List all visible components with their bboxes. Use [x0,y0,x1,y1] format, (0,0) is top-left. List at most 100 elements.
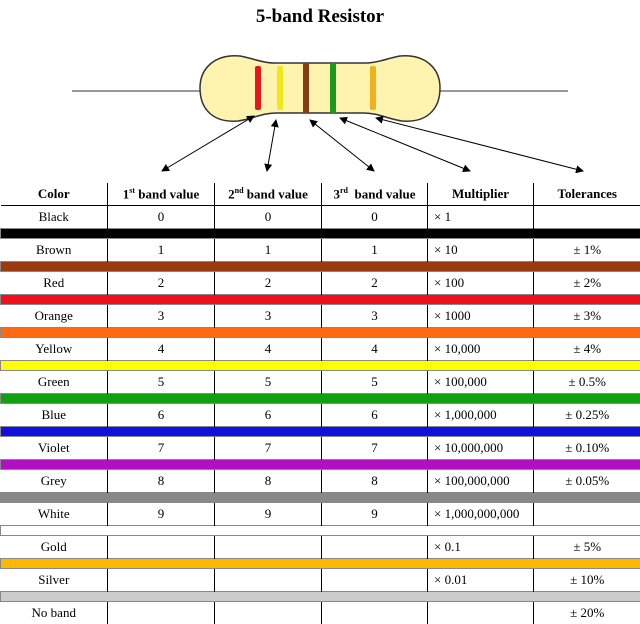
multiplier-cell: × 10,000 [428,338,534,361]
color-swatch-row [1,394,640,404]
band3-value-cell: 0 [322,206,428,229]
band1-value-cell: 8 [108,470,215,493]
header-band1: 1st band value [108,183,215,206]
band3-value-cell: 6 [322,404,428,427]
color-swatch-row [1,559,640,569]
band2-value-cell [215,569,322,592]
band1-value-cell: 3 [108,305,215,328]
color-name-cell: Brown [1,239,108,262]
table-row: Silver× 0.01± 10% [1,569,640,592]
color-name-cell: Violet [1,437,108,460]
band1-value-cell: 0 [108,206,215,229]
color-code-table: Color 1st band value 2nd band value 3rd … [0,183,640,624]
band3-value-cell: 3 [322,305,428,328]
tolerance-cell: ± 3% [534,305,640,328]
tolerance-cell: ± 0.05% [534,470,640,493]
color-name-cell: Orange [1,305,108,328]
band3-value-cell: 1 [322,239,428,262]
arrow-band1-value [162,116,254,171]
band2-value-cell: 5 [215,371,322,394]
band3-value-cell: 9 [322,503,428,526]
resistor-band-2 [277,66,283,110]
band1-value-cell: 2 [108,272,215,295]
tolerance-cell: ± 10% [534,569,640,592]
color-swatch [1,460,640,470]
tolerance-cell [534,206,640,229]
band1-value-cell: 6 [108,404,215,427]
tolerance-cell: ± 4% [534,338,640,361]
resistor-band-4 [330,63,336,113]
multiplier-cell: × 10 [428,239,534,262]
color-swatch [1,592,640,602]
header-multiplier: Multiplier [428,183,534,206]
band2-value-cell: 8 [215,470,322,493]
table-row: Gold× 0.1± 5% [1,536,640,559]
band2-value-cell: 0 [215,206,322,229]
multiplier-cell: × 100,000,000 [428,470,534,493]
band2-value-cell [215,536,322,559]
band1-value-cell [108,536,215,559]
tolerance-cell: ± 0.5% [534,371,640,394]
arrow-multiplier [340,118,470,171]
color-swatch-row [1,229,640,239]
color-swatch [1,427,640,437]
tolerance-cell: ± 0.25% [534,404,640,427]
tolerance-cell: ± 5% [534,536,640,559]
resistor-band-5 [370,66,376,110]
band2-value-cell: 3 [215,305,322,328]
multiplier-cell: × 1,000,000 [428,404,534,427]
color-name-cell: White [1,503,108,526]
band3-value-cell [322,569,428,592]
band2-value-cell: 4 [215,338,322,361]
color-swatch [1,262,640,272]
multiplier-cell: × 1 [428,206,534,229]
color-swatch [1,295,640,305]
multiplier-cell: × 100,000 [428,371,534,394]
color-swatch [1,526,640,536]
multiplier-cell: × 10,000,000 [428,437,534,460]
arrow-tolerance [376,118,583,171]
color-swatch [1,493,640,503]
resistor-band-3 [303,63,309,113]
band2-value-cell: 7 [215,437,322,460]
band3-value-cell [322,536,428,559]
color-name-cell: Blue [1,404,108,427]
color-swatch-row [1,427,640,437]
multiplier-cell: × 1000 [428,305,534,328]
color-swatch-row [1,295,640,305]
color-swatch [1,229,640,239]
band1-value-cell: 7 [108,437,215,460]
header-band2: 2nd band value [215,183,322,206]
band1-value-cell [108,569,215,592]
color-swatch-row [1,493,640,503]
multiplier-cell: × 100 [428,272,534,295]
color-name-cell: Green [1,371,108,394]
band2-value-cell: 9 [215,503,322,526]
color-swatch [1,328,640,338]
color-swatch [1,559,640,569]
color-swatch [1,361,640,371]
band3-value-cell: 8 [322,470,428,493]
resistor-body [200,56,440,121]
resistor-band-1 [255,66,261,110]
tolerance-cell: ± 1% [534,239,640,262]
resistor-diagram [0,0,640,185]
multiplier-cell: × 0.01 [428,569,534,592]
color-name-cell: Black [1,206,108,229]
tolerance-cell [534,503,640,526]
band1-value-cell: 1 [108,239,215,262]
color-swatch-row [1,328,640,338]
color-swatch-row [1,526,640,536]
header-color: Color [1,183,108,206]
color-swatch-row [1,361,640,371]
band3-value-cell: 2 [322,272,428,295]
band3-value-cell: 7 [322,437,428,460]
arrow-band2-value [267,120,276,171]
band2-value-cell: 2 [215,272,322,295]
color-name-cell: Red [1,272,108,295]
